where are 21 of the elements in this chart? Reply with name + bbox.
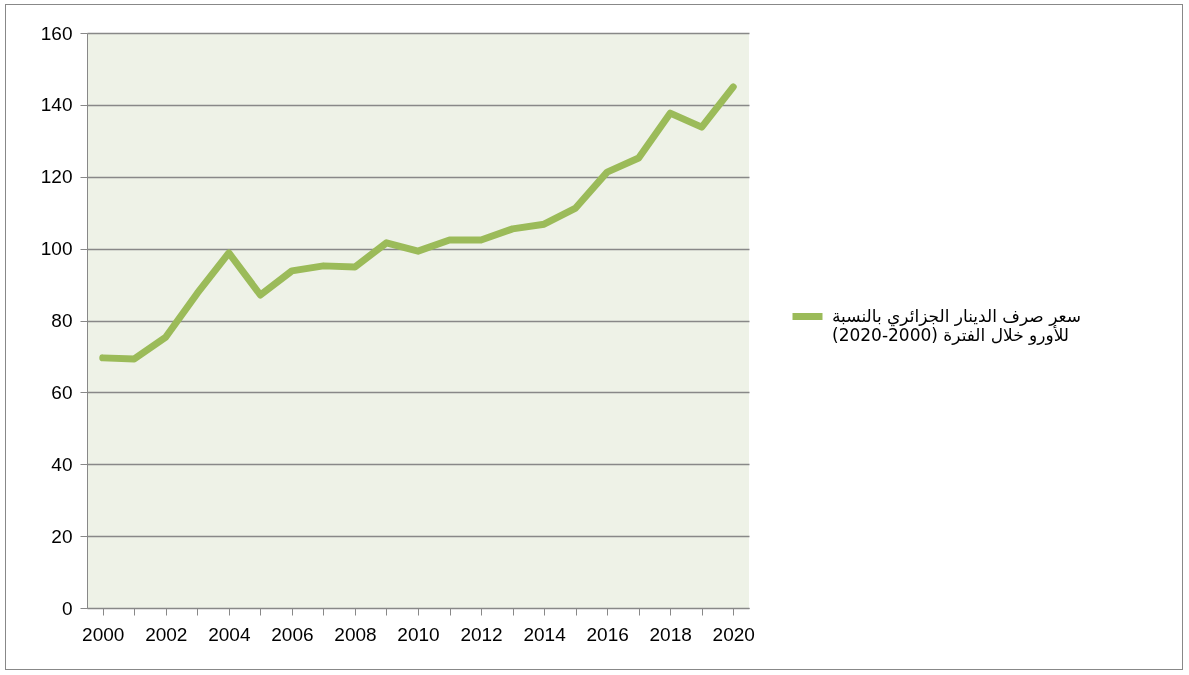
x-tick-label: 2012 (460, 623, 503, 645)
y-tick-label: 140 (40, 94, 73, 116)
x-tick-label: 2008 (334, 623, 377, 645)
y-tick-label: 80 (51, 310, 73, 331)
x-tick-label: 2014 (523, 623, 567, 645)
y-tick-label: 20 (51, 525, 73, 547)
x-tick-label: 2006 (271, 623, 314, 645)
y-tick-label: 160 (40, 22, 73, 44)
x-tick-label: 2020 (712, 623, 755, 645)
legend-label: سعر صرف الدينار الجزائري بالنسبة للأورو خلال الفترة (2000-2020) (832, 305, 1081, 345)
y-tick-label: 120 (40, 166, 73, 188)
y-tick-label: 0 (61, 597, 73, 619)
y-tick-label: 100 (40, 238, 73, 260)
x-tick-label: 2016 (586, 623, 629, 645)
x-tick-label: 2004 (208, 623, 251, 645)
y-tick-label: 60 (51, 381, 73, 403)
x-tick-label: 2000 (82, 623, 125, 645)
x-tick-label: 2002 (145, 623, 188, 645)
x-tick-label: 2018 (649, 623, 692, 645)
y-tick-label: 40 (51, 453, 73, 475)
x-tick-label: 2010 (397, 623, 440, 645)
